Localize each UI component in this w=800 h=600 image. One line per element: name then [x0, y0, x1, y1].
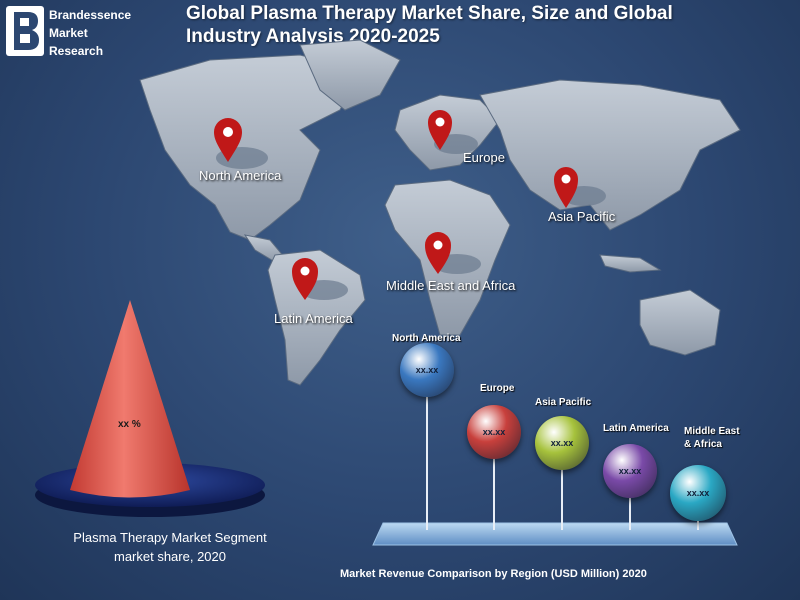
greenland-landmass	[299, 39, 401, 111]
revenue-label-line-2: & Africa	[684, 439, 722, 450]
brand-name: Brandessence Market Research	[49, 6, 131, 60]
title-line-1: Global Plasma Therapy Market Share, Size…	[186, 3, 673, 24]
revenue-stem	[493, 432, 495, 530]
brand-b-icon	[14, 12, 39, 50]
revenue-stem	[561, 443, 563, 530]
map-pins	[214, 110, 606, 300]
revenue-caption: Market Revenue Comparison by Region (USD…	[340, 568, 647, 580]
map-label-latin-america: Latin America	[274, 311, 353, 326]
revenue-platform	[372, 522, 738, 546]
revenue-value: xx.xx	[618, 466, 642, 476]
revenue-ball: xx.xx	[467, 405, 521, 459]
segment-value: xx %	[118, 419, 141, 430]
map-label-europe: Europe	[463, 150, 505, 165]
pin-asia-pacific-icon	[554, 167, 606, 208]
segment-caption: Plasma Therapy Market Segment market sha…	[40, 528, 300, 566]
map-label-asia-pacific: Asia Pacific	[548, 209, 616, 224]
revenue-stem	[426, 370, 428, 530]
australia-landmass	[639, 289, 721, 356]
revenue-ball: xx.xx	[400, 343, 454, 397]
revenue-label: Asia Pacific	[535, 397, 592, 408]
brand-line-1: Brandessence	[49, 8, 132, 22]
brand-line-3: Research	[49, 44, 104, 58]
map-label-middle-east-africa: Middle East and Africa	[386, 278, 516, 293]
map-label-north-america: North America	[199, 168, 282, 183]
pin-middle-east-africa-icon	[425, 232, 481, 274]
title-line-2: Industry Analysis 2020-2025	[186, 26, 440, 47]
revenue-ball: xx.xx	[603, 444, 657, 498]
brand-line-2: Market	[49, 26, 88, 40]
asia-landmass	[479, 79, 741, 231]
revenue-value: xx.xx	[550, 438, 574, 448]
revenue-value: xx.xx	[482, 427, 506, 437]
pin-europe-icon	[428, 110, 478, 154]
revenue-label: Latin America	[603, 423, 669, 434]
revenue-value: xx.xx	[686, 488, 710, 498]
brand-logo	[6, 6, 44, 56]
indonesia-landmass	[599, 254, 662, 273]
page-title: Global Plasma Therapy Market Share, Size…	[186, 2, 673, 48]
segment-caption-line-1: Plasma Therapy Market Segment	[73, 530, 267, 545]
pin-latin-america-icon	[292, 258, 348, 300]
segment-caption-line-2: market share, 2020	[113, 549, 226, 564]
revenue-label-line-1: Middle East	[684, 426, 740, 437]
revenue-ball: xx.xx	[535, 416, 589, 470]
revenue-stem	[629, 471, 631, 530]
revenue-label: Middle East & Africa	[684, 425, 740, 451]
revenue-value: xx.xx	[415, 365, 439, 375]
pin-north-america-icon	[214, 118, 268, 169]
revenue-label: Europe	[480, 383, 515, 394]
cone-body	[70, 300, 190, 498]
segment-cone	[35, 300, 265, 517]
revenue-ball: xx.xx	[670, 465, 726, 521]
revenue-label: North America	[392, 333, 461, 344]
